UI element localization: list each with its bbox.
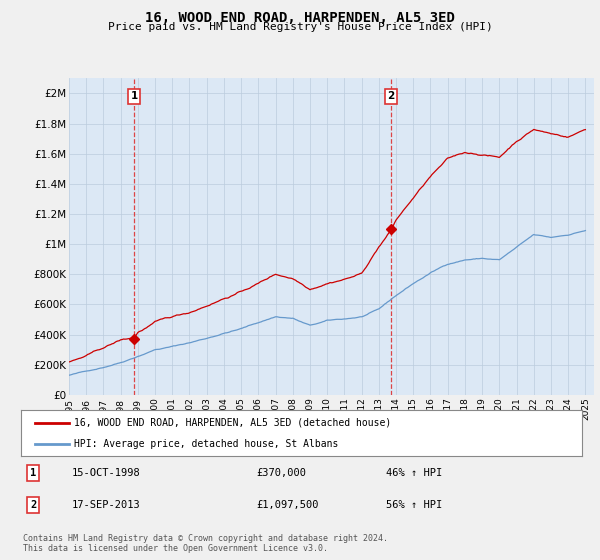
Text: 16, WOOD END ROAD, HARPENDEN, AL5 3ED (detached house): 16, WOOD END ROAD, HARPENDEN, AL5 3ED (d… <box>74 418 392 428</box>
Text: 56% ↑ HPI: 56% ↑ HPI <box>386 500 442 510</box>
Text: 2: 2 <box>30 500 37 510</box>
Text: £1,097,500: £1,097,500 <box>257 500 319 510</box>
Text: 16, WOOD END ROAD, HARPENDEN, AL5 3ED: 16, WOOD END ROAD, HARPENDEN, AL5 3ED <box>145 11 455 25</box>
Text: £370,000: £370,000 <box>257 468 307 478</box>
Text: Contains HM Land Registry data © Crown copyright and database right 2024.
This d: Contains HM Land Registry data © Crown c… <box>23 534 388 553</box>
Text: 15-OCT-1998: 15-OCT-1998 <box>71 468 140 478</box>
Text: 2: 2 <box>388 91 395 101</box>
Text: Price paid vs. HM Land Registry's House Price Index (HPI): Price paid vs. HM Land Registry's House … <box>107 22 493 32</box>
Text: HPI: Average price, detached house, St Albans: HPI: Average price, detached house, St A… <box>74 439 338 449</box>
Text: 1: 1 <box>131 91 138 101</box>
Text: 46% ↑ HPI: 46% ↑ HPI <box>386 468 442 478</box>
Text: 17-SEP-2013: 17-SEP-2013 <box>71 500 140 510</box>
Text: 1: 1 <box>30 468 37 478</box>
